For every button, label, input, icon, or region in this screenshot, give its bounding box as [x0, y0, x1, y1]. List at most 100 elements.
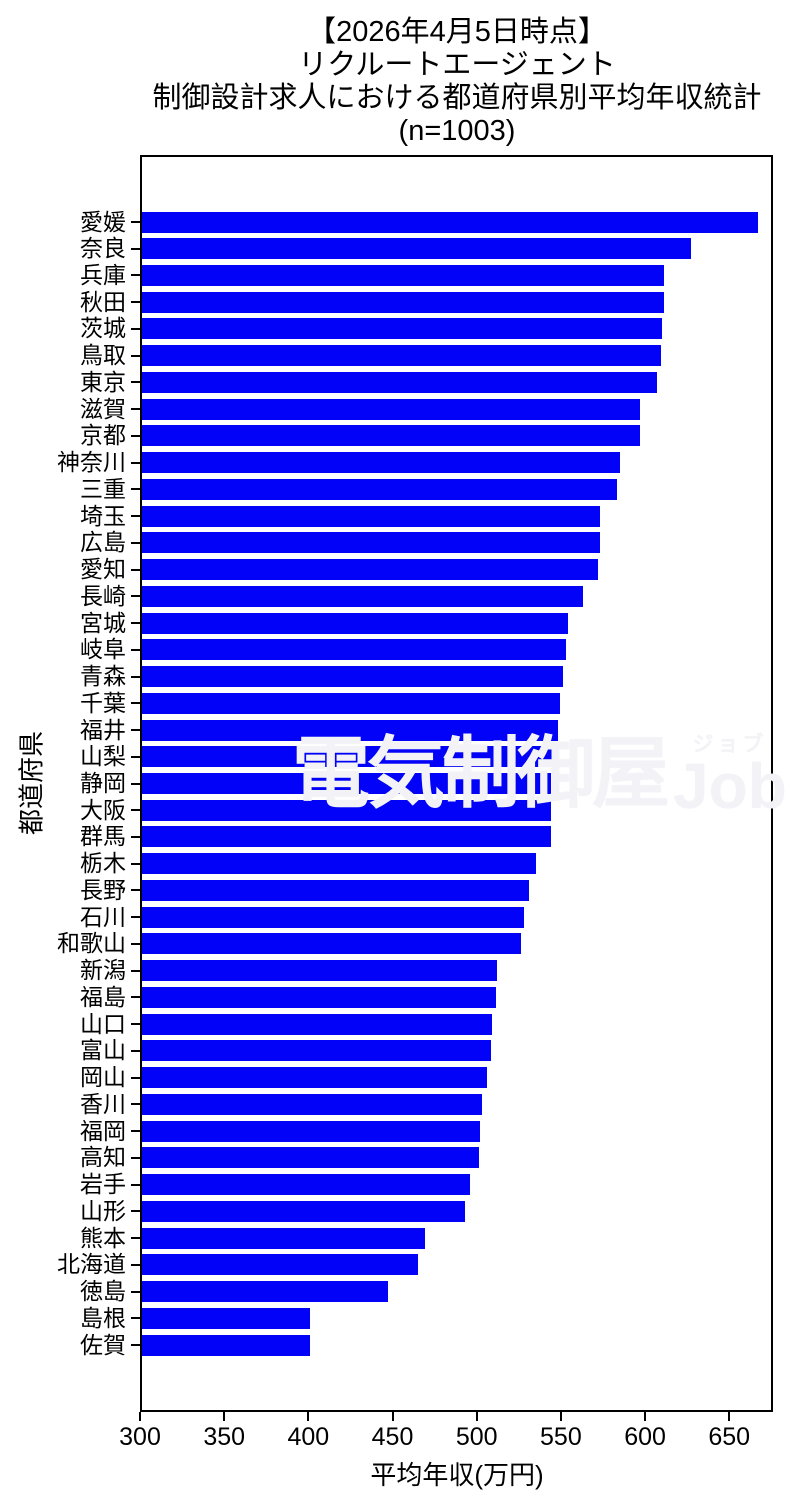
y-tick-mark-香川 — [131, 1103, 140, 1106]
bar-佐賀 — [142, 1334, 311, 1356]
bar-福岡 — [142, 1120, 481, 1142]
bar-香川 — [142, 1093, 483, 1115]
bar-北海道 — [142, 1254, 419, 1276]
bar-岐阜 — [142, 639, 567, 661]
y-tick-mark-埼玉 — [131, 515, 140, 518]
bar-群馬 — [142, 826, 552, 848]
bar-埼玉 — [142, 505, 600, 527]
y-tick-mark-山口 — [131, 1023, 140, 1026]
y-tick-label-三重: 三重 — [80, 475, 126, 502]
bar-長崎 — [142, 585, 584, 607]
y-tick-label-和歌山: 和歌山 — [57, 930, 126, 957]
y-tick-label-北海道: 北海道 — [57, 1251, 126, 1278]
y-tick-label-滋賀: 滋賀 — [80, 395, 126, 422]
y-tick-mark-岩手 — [131, 1183, 140, 1186]
y-tick-label-愛媛: 愛媛 — [80, 208, 126, 235]
y-tick-mark-佐賀 — [131, 1344, 140, 1346]
y-tick-label-鳥取: 鳥取 — [80, 342, 126, 369]
y-tick-mark-秋田 — [131, 301, 140, 304]
y-tick-label-福井: 福井 — [80, 716, 126, 743]
x-tick-mark-550 — [559, 1412, 562, 1421]
y-tick-mark-山梨 — [131, 755, 140, 758]
y-tick-label-熊本: 熊本 — [80, 1224, 126, 1251]
bar-茨城 — [142, 318, 663, 340]
y-tick-mark-熊本 — [131, 1237, 140, 1240]
y-tick-mark-福島 — [131, 996, 140, 999]
y-tick-mark-神奈川 — [131, 461, 140, 464]
y-tick-label-福島: 福島 — [80, 983, 126, 1010]
bar-岩手 — [142, 1174, 471, 1196]
y-tick-mark-福井 — [131, 729, 140, 732]
y-tick-mark-三重 — [131, 488, 140, 491]
y-tick-label-山形: 山形 — [80, 1197, 126, 1224]
y-tick-label-岡山: 岡山 — [80, 1064, 126, 1091]
x-tick-label-450: 450 — [371, 1423, 414, 1451]
bar-栃木 — [142, 853, 536, 875]
y-tick-mark-群馬 — [131, 835, 140, 838]
bar-愛知 — [142, 559, 599, 581]
x-tick-label-600: 600 — [624, 1423, 666, 1451]
bar-長野 — [142, 879, 530, 901]
y-tick-mark-滋賀 — [131, 408, 140, 411]
y-tick-label-兵庫: 兵庫 — [80, 261, 126, 288]
y-tick-mark-青森 — [131, 675, 140, 678]
y-tick-mark-岐阜 — [131, 648, 140, 651]
x-tick-mark-650 — [728, 1412, 731, 1421]
y-axis-label: 都道府県 — [16, 730, 47, 836]
y-tick-mark-東京 — [131, 381, 140, 384]
y-tick-label-大阪: 大阪 — [80, 796, 126, 823]
y-tick-mark-鳥取 — [131, 354, 140, 357]
bar-和歌山 — [142, 933, 521, 955]
y-tick-mark-福岡 — [131, 1130, 140, 1133]
y-tick-mark-愛媛 — [131, 221, 140, 223]
y-tick-label-佐賀: 佐賀 — [80, 1331, 126, 1358]
bar-山口 — [142, 1013, 493, 1035]
y-tick-label-宮城: 宮城 — [80, 609, 126, 636]
plot-area — [140, 155, 773, 1412]
y-tick-mark-高知 — [131, 1156, 140, 1159]
bar-三重 — [142, 478, 617, 500]
x-tick-label-650: 650 — [708, 1423, 751, 1451]
bar-静岡 — [142, 773, 552, 794]
chart-title-line-2: リクルートエージェント — [298, 49, 616, 81]
y-tick-label-石川: 石川 — [80, 903, 126, 930]
y-tick-label-京都: 京都 — [80, 422, 126, 449]
y-tick-label-群馬: 群馬 — [80, 823, 126, 850]
y-tick-mark-広島 — [131, 541, 140, 544]
bar-東京 — [142, 371, 658, 393]
bar-秋田 — [142, 291, 664, 313]
y-tick-label-福岡: 福岡 — [80, 1117, 126, 1144]
bar-千葉 — [142, 692, 560, 714]
x-tick-mark-450 — [391, 1412, 394, 1421]
y-tick-label-愛知: 愛知 — [80, 556, 126, 583]
bar-京都 — [142, 425, 641, 447]
y-tick-label-香川: 香川 — [80, 1090, 126, 1117]
x-tick-label-550: 550 — [540, 1423, 582, 1451]
bar-鳥取 — [142, 345, 661, 367]
bar-高知 — [142, 1147, 479, 1169]
chart-title-line-4: (n=1003) — [398, 115, 516, 147]
x-tick-mark-600 — [644, 1412, 647, 1421]
y-tick-label-奈良: 奈良 — [80, 235, 126, 262]
bar-熊本 — [142, 1227, 425, 1249]
y-tick-label-神奈川: 神奈川 — [57, 449, 126, 476]
y-tick-label-秋田: 秋田 — [80, 288, 126, 315]
bar-大阪 — [142, 799, 552, 821]
y-tick-mark-岡山 — [131, 1076, 140, 1079]
y-tick-mark-京都 — [131, 434, 140, 437]
y-tick-mark-静岡 — [131, 782, 140, 785]
y-tick-mark-茨城 — [131, 327, 140, 330]
y-tick-label-山口: 山口 — [80, 1010, 126, 1037]
x-tick-label-300: 300 — [119, 1423, 161, 1451]
bar-愛媛 — [142, 211, 759, 233]
y-tick-label-島根: 島根 — [80, 1304, 126, 1331]
y-tick-mark-石川 — [131, 916, 140, 919]
y-tick-mark-徳島 — [131, 1290, 140, 1293]
y-tick-mark-宮城 — [131, 622, 140, 625]
bar-福井 — [142, 719, 558, 741]
bar-山梨 — [142, 746, 553, 768]
bar-新潟 — [142, 960, 498, 982]
chart-title: 【2026年4月5日時点】 リクルートエージェント 制御設計求人における都道府県… — [152, 16, 761, 148]
x-tick-mark-300 — [139, 1412, 141, 1421]
y-tick-label-青森: 青森 — [80, 663, 126, 690]
